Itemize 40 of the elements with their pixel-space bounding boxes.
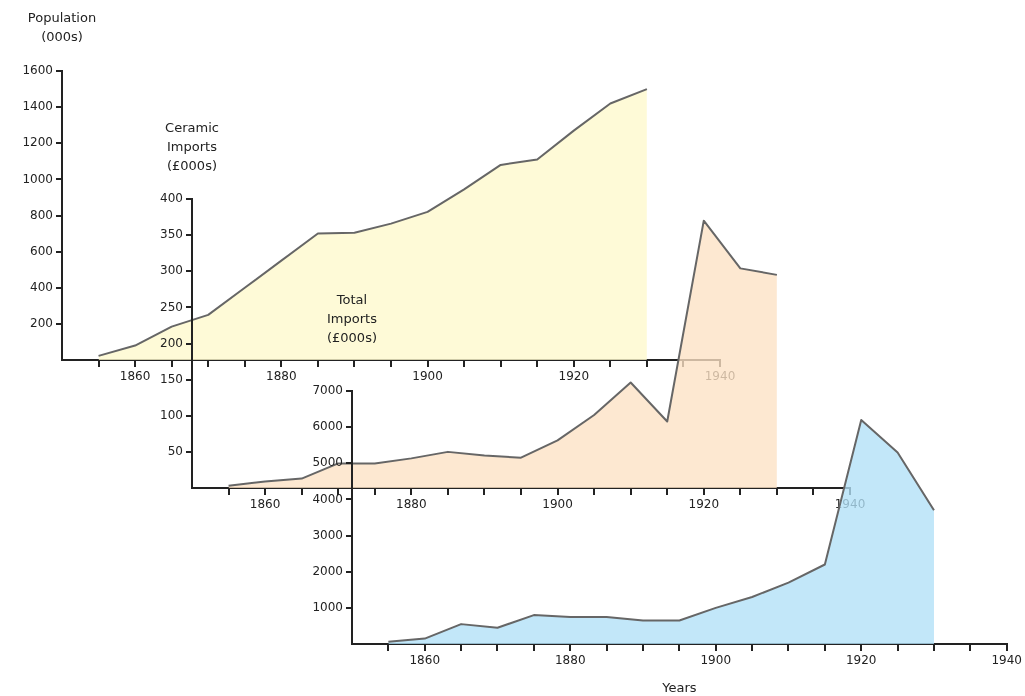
x-tick-label: 1920 [845, 653, 877, 668]
y-axis-title: Population (000s) [26, 9, 98, 46]
y-tick-label: 1000 [22, 171, 53, 186]
x-tick-label: 1880 [266, 369, 297, 384]
y-tick-label: 350 [160, 227, 183, 242]
y-tick-label: 1200 [22, 135, 53, 150]
y-tick-label: 600 [30, 243, 53, 258]
x-tick-label: 1900 [700, 653, 732, 668]
x-tick-label: 1880 [554, 653, 586, 668]
y-tick-label: 7000 [312, 383, 343, 398]
x-axis-title: Years [661, 679, 697, 695]
x-tick-label: 1860 [409, 653, 441, 668]
x-tick-label: 1860 [249, 497, 281, 512]
x-tick-label: 1880 [396, 497, 427, 512]
y-tick-label: 1000 [312, 599, 343, 614]
y-tick-label: 6000 [312, 419, 343, 434]
y-tick-label: 400 [160, 191, 183, 206]
y-tick-label: 2000 [312, 563, 343, 578]
y-tick-label: 250 [160, 299, 183, 314]
y-tick-label: 3000 [312, 527, 343, 542]
x-tick-label: 1900 [542, 497, 573, 512]
x-tick-label: 1920 [558, 369, 590, 384]
x-tick-label: 1860 [119, 369, 151, 384]
y-axis-title: Ceramic Imports (£000s) [164, 119, 220, 175]
y-tick-label: 50 [167, 444, 183, 458]
y-tick-label: 150 [160, 371, 183, 386]
y-tick-label: 100 [160, 407, 183, 422]
y-tick-label: 200 [160, 335, 183, 350]
y-tick-label: 800 [30, 207, 53, 222]
y-axis-title: Total Imports (£000s) [326, 291, 378, 347]
y-tick-label: 4000 [312, 491, 343, 506]
y-tick-label: 400 [30, 279, 53, 294]
y-tick-label: 200 [30, 316, 53, 330]
x-tick-label: 1940 [991, 653, 1022, 668]
x-tick-label: 1920 [688, 497, 720, 512]
y-tick-label: 5000 [312, 455, 343, 470]
x-tick-label: 1900 [412, 369, 443, 384]
y-tick-label: 1400 [22, 99, 53, 114]
y-tick-label: 1600 [22, 63, 53, 78]
y-tick-label: 300 [160, 263, 183, 278]
